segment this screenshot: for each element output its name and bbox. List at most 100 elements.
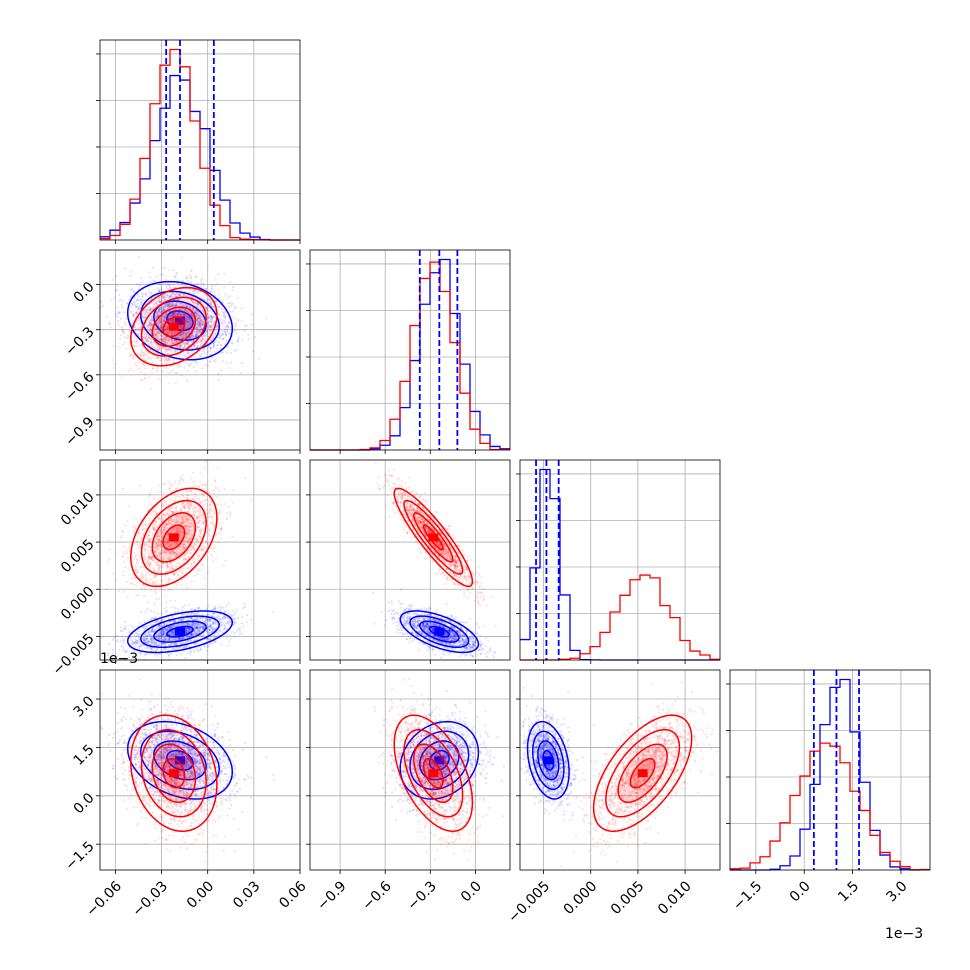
scatter-point — [210, 353, 213, 356]
scatter-point — [141, 638, 144, 641]
scatter-point — [195, 316, 199, 319]
scatter-point — [160, 324, 163, 327]
scatter-point — [171, 320, 174, 323]
scatter-point — [225, 627, 228, 630]
scatter-point — [206, 333, 209, 336]
scatter-point — [183, 309, 187, 312]
scatter-point — [172, 269, 175, 272]
scatter-point — [177, 311, 180, 315]
scatter-point — [209, 314, 212, 317]
scatter-point — [172, 347, 175, 350]
scatter-point — [203, 347, 206, 351]
scatter-point — [186, 326, 189, 329]
scatter-point — [111, 278, 114, 282]
scatter-point — [190, 315, 193, 318]
scatter-point — [193, 289, 197, 292]
histogram-red-2 — [520, 574, 720, 661]
scatter-point — [188, 305, 191, 309]
scatter-point — [137, 336, 140, 339]
scatter-point — [197, 317, 200, 320]
scatter-point — [209, 346, 212, 350]
scatter-point — [156, 648, 159, 651]
scatter-point — [180, 326, 183, 329]
scatter-point — [231, 323, 234, 326]
scatter-point — [163, 342, 166, 345]
scatter-point — [194, 332, 198, 336]
scatter-point — [147, 323, 150, 326]
scatter-point — [196, 322, 199, 326]
scatter-point — [167, 302, 170, 306]
scatter-point — [138, 366, 141, 370]
scatter-point — [162, 338, 165, 341]
scatter-point — [168, 349, 171, 352]
scatter-point — [166, 304, 169, 307]
scatter-point — [181, 321, 184, 324]
scatter-point — [182, 332, 185, 336]
scatter-point — [210, 310, 213, 313]
scatter-point — [142, 316, 145, 319]
scatter-point — [146, 331, 150, 335]
scatter-point — [183, 328, 187, 331]
scatter-point — [164, 337, 167, 340]
scatter-point — [160, 298, 163, 301]
scatter-point — [167, 347, 170, 351]
scatter-point — [120, 311, 123, 314]
scatter-point — [178, 302, 181, 305]
scatter-point — [139, 301, 143, 305]
scatter-point — [182, 315, 185, 318]
scatter-point — [173, 311, 176, 314]
scatter-point — [208, 324, 211, 327]
scatter-point — [160, 308, 163, 311]
scatter-point — [158, 318, 161, 322]
scatter-point — [195, 334, 198, 337]
scatter-point — [188, 306, 191, 309]
scatter-point — [150, 297, 153, 300]
scatter-point — [149, 588, 153, 592]
scatter-point — [179, 344, 182, 347]
scatter-point — [149, 327, 152, 330]
scatter-point — [175, 293, 178, 296]
scatter-point — [195, 308, 198, 311]
scatter-point — [209, 349, 212, 352]
scatter-point — [153, 348, 156, 351]
scatter-point — [209, 626, 213, 629]
scatter-point — [171, 315, 174, 318]
scatter-point — [144, 364, 147, 367]
scatter-point — [156, 490, 159, 493]
scatter-point — [150, 325, 153, 328]
scatter-point — [176, 561, 179, 565]
scatter-point — [156, 328, 160, 331]
scatter-point — [235, 629, 239, 632]
scatter-point — [163, 304, 166, 307]
scatter-point — [186, 320, 189, 324]
scatter-point — [162, 317, 166, 320]
scatter-point — [190, 342, 193, 345]
scatter-point — [126, 595, 129, 599]
scatter-point — [236, 339, 239, 342]
scatter-point — [216, 303, 219, 306]
scatter-point — [191, 300, 194, 303]
scatter-point — [171, 364, 174, 367]
scatter-point — [233, 317, 236, 320]
scatter-point — [122, 332, 126, 335]
scatter-point — [137, 298, 141, 301]
scatter-point — [111, 358, 114, 361]
scatter-point — [150, 319, 154, 323]
scatter-point — [182, 294, 185, 297]
scatter-point — [175, 346, 178, 349]
scatter-point — [142, 639, 146, 642]
scatter-point — [203, 340, 206, 343]
scatter-point — [176, 607, 180, 611]
scatter-point — [182, 354, 185, 357]
scatter-point — [184, 312, 187, 316]
scatter-point — [140, 313, 143, 317]
scatter-point — [209, 324, 212, 327]
scatter-point — [144, 309, 148, 313]
scatter-point — [118, 293, 121, 297]
scatter-point — [127, 336, 131, 339]
scatter-point — [171, 340, 174, 343]
scatter-point — [163, 316, 167, 319]
scatter-point — [188, 323, 191, 326]
scatter-point — [176, 314, 179, 317]
scatter-point — [178, 642, 181, 645]
